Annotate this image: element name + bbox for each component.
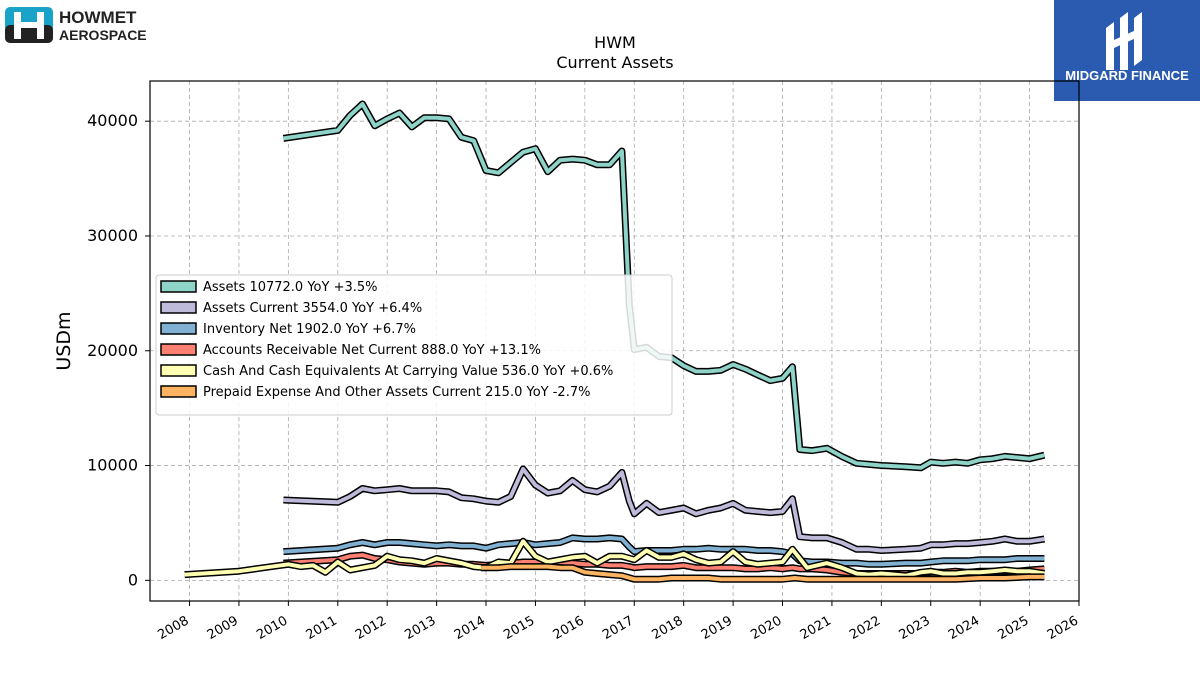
x-tick-label: 2013 (402, 613, 438, 643)
legend-label: Assets Current 3554.0 YoY +6.4% (203, 301, 422, 316)
legend-label: Prepaid Expense And Other Assets Current… (203, 385, 590, 400)
midgard-text: MIDGARD FINANCE (1065, 68, 1189, 83)
x-tick-label: 2022 (847, 613, 883, 643)
legend-swatch (160, 301, 197, 314)
x-tick-label: 2014 (452, 613, 488, 643)
howmet-logo: HOWMET AEROSPACE (5, 6, 175, 46)
y-tick-label: 30000 (87, 226, 138, 245)
logo-text-line1: HOWMET (59, 8, 137, 27)
x-tick-label: 2016 (551, 613, 587, 643)
y-tick-label: 20000 (87, 341, 138, 360)
series-line-1 (283, 467, 1045, 553)
chart-subtitle: Current Assets (556, 53, 673, 72)
x-tick-label: 2008 (155, 613, 191, 643)
y-axis-label: USDm (53, 311, 75, 370)
chart-title: HWM (594, 33, 636, 52)
legend-label: Inventory Net 1902.0 YoY +6.7% (203, 322, 416, 337)
legend-swatch (160, 322, 197, 335)
x-axis: 2008 2009 2010 2011 2012 2013 2014 2015 2016 2017… (155, 601, 1081, 643)
legend-label: Assets 10772.0 YoY +3.5% (203, 280, 378, 295)
series-line-5 (481, 564, 1045, 582)
midgard-mark-icon (1106, 12, 1142, 70)
x-tick-label: 2010 (254, 613, 290, 643)
x-tick-label: 2025 (995, 613, 1031, 643)
x-tick-label: 2023 (897, 613, 933, 643)
legend-swatch (160, 343, 197, 356)
legend-label: Cash And Cash Equivalents At Carrying Va… (203, 364, 613, 379)
x-tick-label: 2012 (353, 613, 389, 643)
legend-swatch (160, 280, 197, 293)
midgard-finance-logo: MIDGARD FINANCE (1054, 0, 1200, 101)
x-tick-label: 2018 (650, 613, 686, 643)
legend-swatch (160, 385, 197, 398)
logo-text-line2: AEROSPACE (59, 27, 147, 43)
y-axis: 0 10000 20000 30000 40000 (87, 111, 150, 589)
x-tick-label: 2015 (501, 613, 537, 643)
y-tick-label: 0 (128, 570, 138, 589)
legend-label: Accounts Receivable Net Current 888.0 Yo… (203, 343, 541, 358)
x-tick-label: 2021 (798, 613, 834, 643)
x-tick-label: 2011 (304, 613, 340, 643)
x-tick-label: 2026 (1045, 613, 1081, 643)
series-line-4 (184, 539, 1045, 578)
x-tick-label: 2009 (205, 613, 241, 643)
x-tick-label: 2020 (748, 613, 784, 643)
x-tick-label: 2017 (600, 613, 636, 643)
legend: Assets 10772.0 YoY +3.5% Assets Current 3… (155, 274, 673, 416)
legend-swatch (160, 364, 197, 377)
y-tick-label: 10000 (87, 456, 138, 475)
y-tick-label: 40000 (87, 111, 138, 130)
x-tick-label: 2024 (946, 613, 982, 643)
x-tick-label: 2019 (699, 613, 735, 643)
legend-box (155, 274, 673, 416)
series-line-2 (283, 535, 1045, 567)
plot-frame (149, 80, 1080, 602)
